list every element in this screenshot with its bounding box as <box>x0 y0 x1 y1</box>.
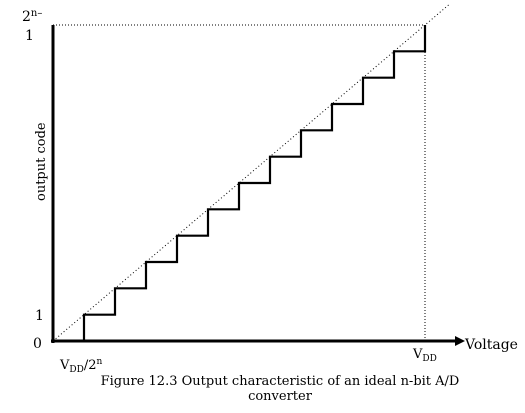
staircase-output-code <box>82 25 427 341</box>
x-tick-full: VDD <box>412 347 437 364</box>
y-tick-zero: 0 <box>33 336 42 352</box>
x-tick-lsb-sub: DD <box>69 365 83 375</box>
figure-caption: Figure 12.3 Output characteristic of an … <box>40 374 520 404</box>
y-tick-top-minus: – <box>37 8 42 19</box>
y-tick-top: 2n– 1 <box>22 8 42 44</box>
x-tick-lsb-rest: /2 <box>84 358 97 373</box>
caption-line-2: converter <box>248 389 312 404</box>
x-tick-lsb: VDD/2n <box>59 357 102 375</box>
x-tick-lsb-base: V <box>59 358 70 373</box>
ideal-transfer-line <box>52 4 450 342</box>
x-tick-full-base: V <box>412 347 423 362</box>
caption-line-1: Figure 12.3 Output characteristic of an … <box>100 374 460 389</box>
y-tick-one: 1 <box>35 308 44 324</box>
svg-text:2n–: 2n– <box>22 8 42 25</box>
x-axis-label: Voltage <box>464 337 518 353</box>
x-axis-arrow <box>455 336 465 346</box>
y-tick-top-exponent: n <box>31 8 38 19</box>
y-tick-top-base: 2 <box>22 9 31 25</box>
x-tick-full-sub: DD <box>422 354 436 364</box>
y-axis-label: output code <box>34 122 49 201</box>
x-tick-lsb-sup: n <box>96 357 102 367</box>
y-tick-top-one: 1 <box>25 28 34 44</box>
